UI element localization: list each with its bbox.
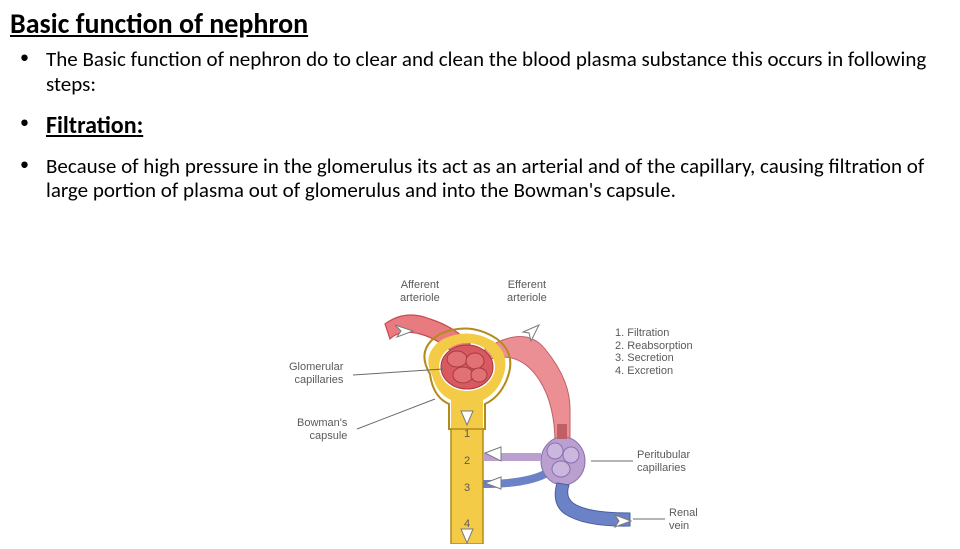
- glomerulus: [441, 345, 493, 389]
- svg-text:3: 3: [464, 482, 470, 494]
- leader-lines: [353, 369, 665, 519]
- diagram-container: 1 2 3 4 Afferentarteriole Efferentarteri…: [0, 279, 960, 544]
- bullet-list: The Basic function of nephron do to clea…: [10, 47, 950, 203]
- filtration-colon: :: [137, 111, 144, 140]
- svg-text:1: 1: [464, 428, 470, 440]
- label-efferent: Efferentarteriole: [507, 279, 547, 304]
- peritubular-capillaries: [541, 437, 585, 485]
- label-bowmans-capsule: Bowman'scapsule: [297, 417, 347, 442]
- bullet-filtration-body: Because of high pressure in the glomerul…: [10, 154, 950, 204]
- nephron-diagram: 1 2 3 4 Afferentarteriole Efferentarteri…: [235, 279, 725, 544]
- label-glomerular-capillaries: Glomerularcapillaries: [289, 361, 343, 386]
- label-steps-list: 1. Filtration2. Reabsorption3. Secretion…: [615, 327, 693, 378]
- bullet-intro: The Basic function of nephron do to clea…: [10, 47, 950, 97]
- svg-text:4: 4: [464, 518, 470, 530]
- label-renal-vein: Renalvein: [669, 507, 698, 532]
- svg-text:2: 2: [464, 455, 470, 467]
- bullet-filtration-heading: Filtration:: [10, 111, 950, 140]
- nephron-svg: 1 2 3 4: [235, 279, 725, 544]
- label-afferent: Afferentarteriole: [400, 279, 440, 304]
- label-peritubular: Peritubularcapillaries: [637, 449, 690, 474]
- filtration-label: Filtration: [46, 111, 137, 140]
- page-title: Basic function of nephron: [10, 6, 950, 41]
